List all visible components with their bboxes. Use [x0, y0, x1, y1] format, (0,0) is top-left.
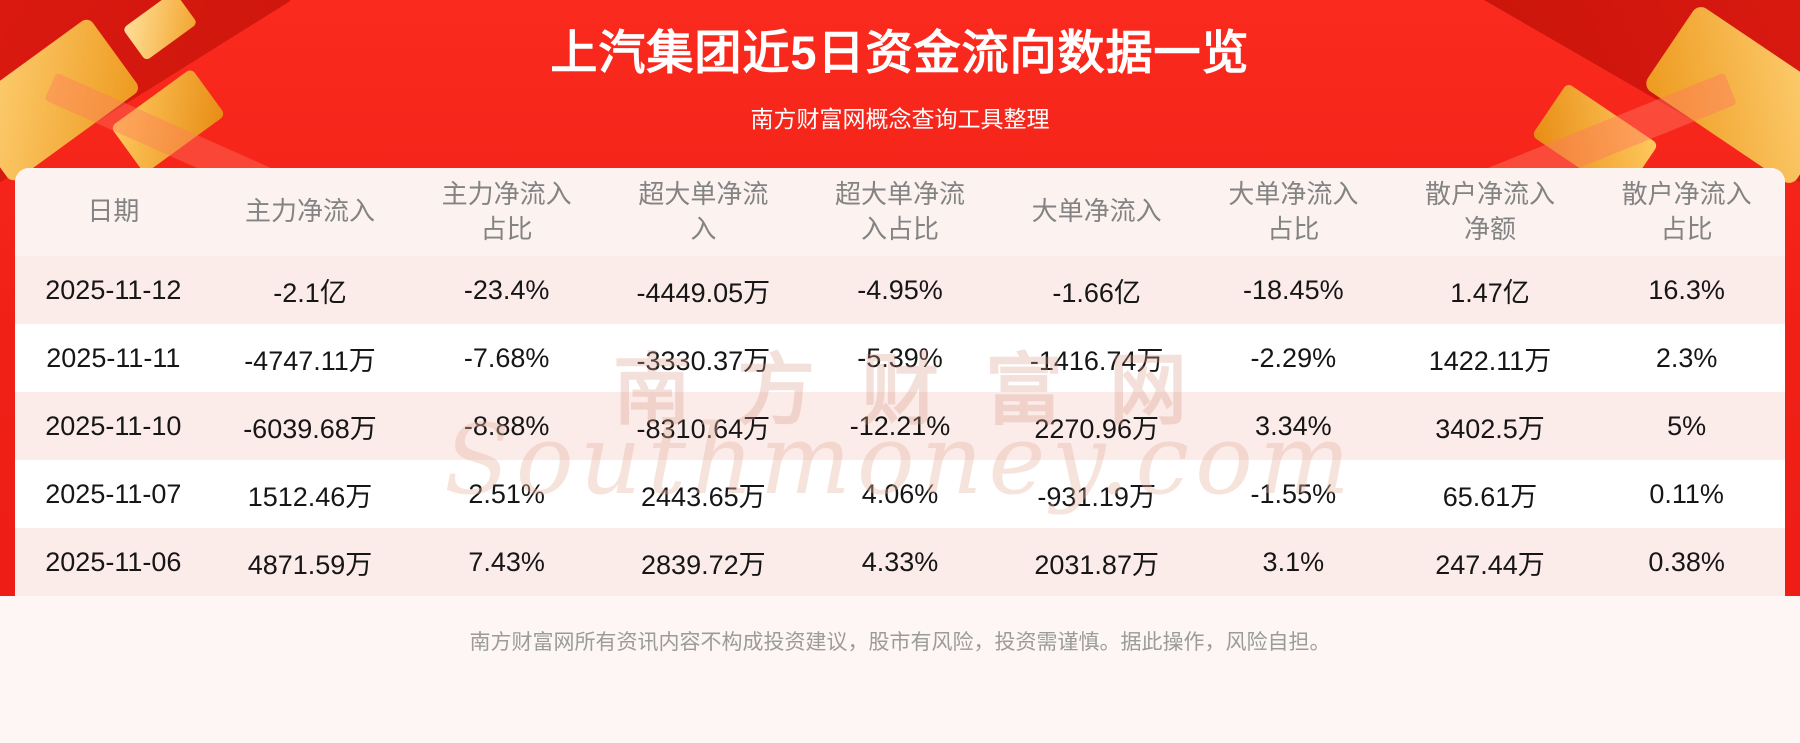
table-cell: -4747.11万: [244, 345, 376, 376]
table-cell: 2.3%: [1655, 342, 1718, 373]
data-table: 日期 主力净流入 主力净流入占比 超大单净流入 超大单净流入占比 大单净流入 大…: [15, 168, 1785, 596]
table-cell: -8.88%: [463, 410, 550, 441]
column-header-main-net-inflow: 主力净流入: [244, 196, 375, 227]
table-row: 2025-11-11 -4747.11万 -7.68% -3330.37万 -5…: [15, 324, 1785, 392]
table-cell: 3.34%: [1255, 410, 1332, 441]
column-header-main-net-inflow-pct: 主力净流入占比: [441, 178, 572, 244]
column-header-retail-net-inflow: 散户净流入净额: [1424, 178, 1555, 244]
table-cell: -8310.64万: [636, 413, 771, 444]
table-cell: 2270.96万: [1034, 413, 1159, 444]
table-cell: -5.39%: [857, 342, 943, 373]
table-cell: -2.1亿: [273, 277, 347, 308]
table-cell: -23.4%: [463, 274, 550, 305]
table-cell: 4.06%: [861, 478, 939, 509]
table-cell: 1.47亿: [1450, 277, 1530, 308]
table-cell: 2025-11-11: [46, 342, 181, 373]
table-cell: 4871.59万: [247, 549, 373, 580]
table-cell: 2443.65万: [641, 481, 766, 512]
table-cell: -18.45%: [1243, 274, 1344, 305]
column-header-super-large-net-inflow-pct: 超大单净流入占比: [834, 178, 965, 244]
table-cell: 1512.46万: [247, 481, 373, 512]
table-cell: 4.33%: [861, 546, 939, 577]
page-subtitle: 南方财富网概念查询工具整理: [750, 106, 1050, 133]
table-cell: 65.61万: [1442, 481, 1538, 512]
table-cell: 0.38%: [1648, 546, 1725, 577]
table-row: 2025-11-10 -6039.68万 -8.88% -8310.64万 -1…: [15, 392, 1785, 460]
table-cell: 2.51%: [468, 478, 545, 509]
table-cell: -6039.68万: [243, 413, 377, 444]
table-cell: 2025-11-06: [45, 546, 182, 577]
table-cell: 2025-11-07: [45, 478, 182, 509]
table-cell: -931.19万: [1037, 481, 1156, 512]
table-header-row: 日期 主力净流入 主力净流入占比 超大单净流入 超大单净流入占比 大单净流入 大…: [15, 168, 1785, 256]
disclaimer-text: 南方财富网所有资讯内容不构成投资建议，股市有风险，投资需谨慎。据此操作，风险自担…: [469, 631, 1331, 654]
table-cell: 7.43%: [468, 546, 545, 577]
table-cell: 2025-11-10: [45, 410, 182, 441]
table-cell: -4.95%: [857, 274, 943, 305]
column-header-retail-net-inflow-pct: 散户净流入占比: [1621, 178, 1752, 244]
column-header-large-net-inflow-pct: 大单净流入占比: [1228, 178, 1359, 244]
table-cell: 16.3%: [1648, 274, 1725, 305]
footer: 南方财富网所有资讯内容不构成投资建议，股市有风险，投资需谨慎。据此操作，风险自担…: [0, 596, 1800, 743]
column-header-large-net-inflow: 大单净流入: [1031, 196, 1162, 227]
table-cell: 3.1%: [1262, 546, 1325, 577]
table-cell: -4449.05万: [636, 277, 771, 308]
banner: 上汽集团近5日资金流向数据一览 南方财富网概念查询工具整理: [0, 0, 1800, 168]
table-cell: 247.44万: [1435, 549, 1545, 580]
table-row: 2025-11-12 -2.1亿 -23.4% -4449.05万 -4.95%…: [15, 256, 1785, 324]
table-cell: -3330.37万: [636, 345, 771, 376]
table-cell: -12.21%: [849, 410, 951, 441]
table-cell: -7.68%: [463, 342, 550, 373]
table-cell: -1.55%: [1250, 478, 1337, 509]
table-cell: -1416.74万: [1029, 345, 1164, 376]
table-cell: 0.11%: [1649, 478, 1724, 509]
table-cell: -2.29%: [1250, 342, 1337, 373]
table-cell: -1.66亿: [1052, 277, 1141, 308]
page-title: 上汽集团近5日资金流向数据一览: [550, 26, 1250, 79]
column-header-super-large-net-inflow: 超大单净流入: [638, 178, 769, 244]
table-row: 2025-11-07 1512.46万 2.51% 2443.65万 4.06%…: [15, 460, 1785, 528]
column-header-date: 日期: [87, 196, 140, 227]
table-row: 2025-11-06 4871.59万 7.43% 2839.72万 4.33%…: [15, 528, 1785, 596]
table-cell: 5%: [1667, 410, 1707, 441]
table-cell: 2839.72万: [641, 549, 766, 580]
table-cell: 1422.11万: [1428, 345, 1552, 376]
table-cell: 3402.5万: [1435, 413, 1545, 444]
table-cell: 2025-11-12: [45, 274, 182, 305]
table-cell: 2031.87万: [1034, 549, 1159, 580]
